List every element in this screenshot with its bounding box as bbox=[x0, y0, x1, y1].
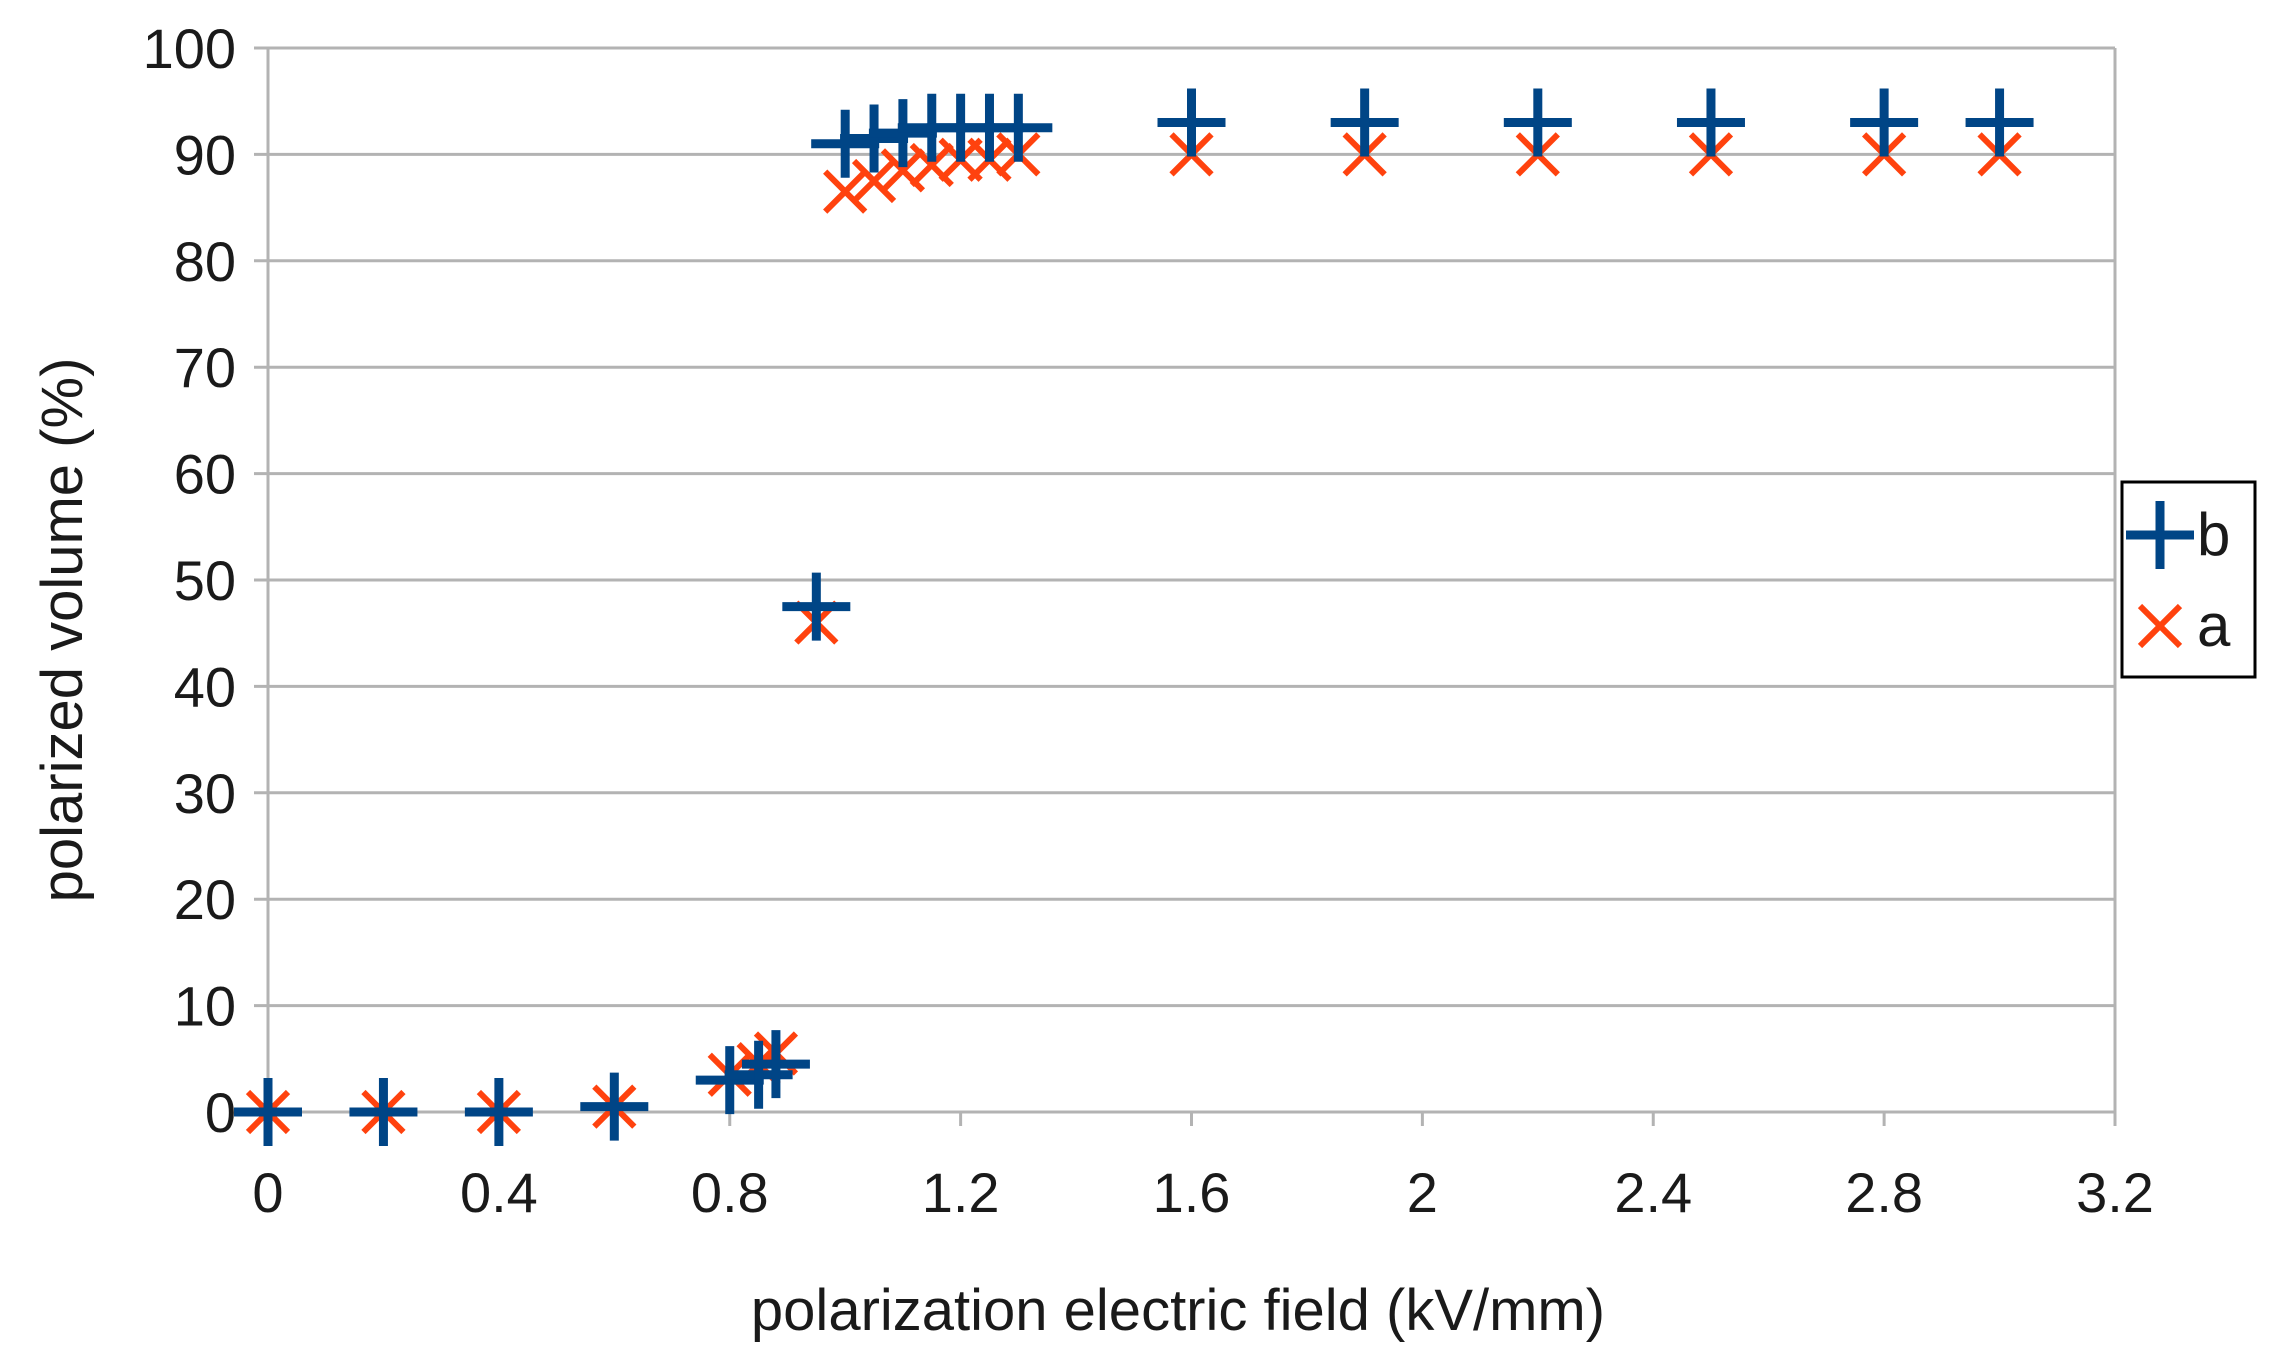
x-axis-ticks: 0 0.4 0.8 1.2 1.6 2 2.4 2.8 3.2 bbox=[252, 1112, 2154, 1224]
legend-label-b: b bbox=[2197, 501, 2230, 568]
data-point-b bbox=[695, 1046, 764, 1115]
legend-item-b: b bbox=[2126, 501, 2230, 569]
y-axis-title: polarized volume (%) bbox=[30, 358, 95, 903]
y-tick-label: 90 bbox=[174, 123, 236, 186]
y-tick-label: 10 bbox=[174, 975, 236, 1038]
data-point-b bbox=[1965, 88, 2034, 157]
legend: b a bbox=[2120, 480, 2257, 679]
legend-cross-icon bbox=[2137, 603, 2183, 649]
data-point-b bbox=[1850, 88, 1919, 157]
x-tick-label: 0 bbox=[252, 1161, 283, 1224]
x-axis-title: polarization electric field (kV/mm) bbox=[751, 1278, 1605, 1343]
data-point-b bbox=[1676, 88, 1745, 157]
data-points bbox=[234, 88, 2034, 1146]
x-tick-label: 3.2 bbox=[2076, 1161, 2154, 1224]
data-point-b bbox=[1503, 88, 1572, 157]
data-point-a bbox=[823, 169, 868, 214]
legend-item-a: a bbox=[2137, 592, 2231, 659]
y-tick-label: 40 bbox=[174, 655, 236, 718]
y-tick-label: 50 bbox=[174, 549, 236, 612]
x-tick-label: 2.8 bbox=[1845, 1161, 1923, 1224]
data-point-b bbox=[868, 99, 937, 168]
y-tick-label: 30 bbox=[174, 762, 236, 825]
data-point-b bbox=[234, 1078, 302, 1146]
legend-label-a: a bbox=[2197, 592, 2231, 659]
x-tick-label: 2.4 bbox=[1614, 1161, 1692, 1224]
data-point-b bbox=[724, 1040, 793, 1109]
y-tick-label: 20 bbox=[174, 868, 236, 931]
data-point-b bbox=[811, 109, 880, 178]
data-point-b bbox=[840, 104, 909, 173]
data-point-b bbox=[580, 1072, 649, 1141]
y-tick-label: 70 bbox=[174, 336, 236, 399]
y-tick-label: 100 bbox=[143, 17, 236, 80]
data-point-b bbox=[1157, 88, 1226, 157]
x-tick-label: 2 bbox=[1407, 1161, 1438, 1224]
data-point-b bbox=[782, 572, 851, 641]
data-point-b bbox=[1330, 88, 1399, 157]
y-tick-label: 80 bbox=[174, 230, 236, 293]
data-point-a bbox=[851, 158, 897, 204]
data-point-b bbox=[984, 93, 1053, 162]
x-tick-label: 0.8 bbox=[691, 1161, 769, 1224]
data-point-b bbox=[741, 1030, 810, 1099]
legend-plus-icon bbox=[2126, 501, 2194, 569]
y-tick-label: 60 bbox=[174, 443, 236, 506]
x-tick-label: 0.4 bbox=[460, 1161, 538, 1224]
legend-marker-b bbox=[2126, 501, 2194, 569]
x-tick-label: 1.2 bbox=[922, 1161, 1000, 1224]
legend-marker-a bbox=[2137, 603, 2183, 649]
y-tick-label: 0 bbox=[205, 1081, 236, 1144]
y-axis-ticks: 0 10 20 30 40 50 60 70 80 90 100 bbox=[143, 17, 236, 1144]
data-point-b bbox=[464, 1078, 533, 1146]
data-point-b bbox=[349, 1078, 418, 1146]
x-tick-label: 1.6 bbox=[1153, 1161, 1231, 1224]
grid bbox=[254, 46, 2115, 1114]
